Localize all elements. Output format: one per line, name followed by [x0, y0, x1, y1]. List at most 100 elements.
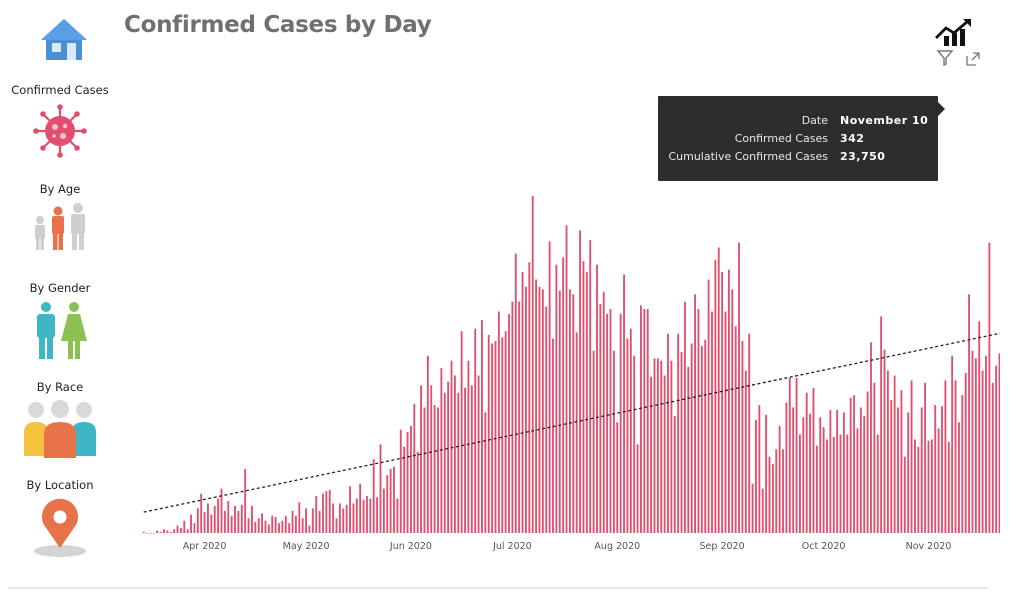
- bar[interactable]: [836, 409, 839, 533]
- bar[interactable]: [670, 360, 673, 533]
- bar[interactable]: [761, 488, 764, 533]
- bar[interactable]: [237, 510, 240, 533]
- bar[interactable]: [511, 301, 514, 533]
- bar[interactable]: [714, 259, 717, 533]
- bar[interactable]: [193, 523, 196, 533]
- bar[interactable]: [616, 422, 619, 533]
- bar[interactable]: [849, 397, 852, 533]
- bar[interactable]: [163, 529, 165, 533]
- bar[interactable]: [322, 493, 324, 533]
- bar[interactable]: [883, 349, 886, 533]
- bar[interactable]: [179, 528, 182, 533]
- bar[interactable]: [548, 241, 551, 534]
- bar[interactable]: [477, 375, 480, 533]
- bar[interactable]: [582, 261, 585, 533]
- bar[interactable]: [903, 456, 906, 533]
- bar[interactable]: [727, 269, 730, 533]
- bar[interactable]: [349, 486, 351, 533]
- bar[interactable]: [531, 195, 534, 533]
- nav-by-location[interactable]: By Location: [4, 478, 116, 558]
- bar[interactable]: [765, 414, 768, 533]
- bar[interactable]: [640, 305, 642, 533]
- bar[interactable]: [203, 512, 206, 533]
- bar[interactable]: [142, 531, 145, 533]
- bar[interactable]: [460, 331, 463, 533]
- bar[interactable]: [186, 529, 189, 533]
- bar[interactable]: [673, 416, 676, 533]
- bar[interactable]: [338, 503, 341, 533]
- bar[interactable]: [636, 444, 639, 533]
- bar[interactable]: [596, 264, 598, 533]
- bar[interactable]: [362, 499, 365, 533]
- bar[interactable]: [711, 311, 713, 534]
- bar[interactable]: [721, 272, 724, 533]
- bar[interactable]: [257, 518, 260, 533]
- bar[interactable]: [585, 272, 588, 533]
- bar[interactable]: [558, 290, 561, 533]
- bar[interactable]: [988, 242, 991, 533]
- bar[interactable]: [416, 451, 419, 533]
- bar[interactable]: [369, 498, 372, 533]
- bar[interactable]: [995, 365, 998, 533]
- bar[interactable]: [535, 279, 538, 533]
- bar[interactable]: [734, 326, 737, 533]
- bar[interactable]: [386, 475, 389, 533]
- bar[interactable]: [930, 439, 933, 533]
- bar[interactable]: [815, 445, 818, 533]
- bar[interactable]: [684, 301, 686, 533]
- bar[interactable]: [694, 294, 696, 533]
- bar[interactable]: [667, 333, 669, 533]
- bar[interactable]: [332, 503, 335, 533]
- bar[interactable]: [152, 533, 155, 534]
- bar[interactable]: [291, 510, 294, 533]
- bar[interactable]: [301, 518, 304, 533]
- bar[interactable]: [778, 425, 781, 533]
- bar[interactable]: [822, 427, 825, 533]
- bar[interactable]: [978, 321, 981, 533]
- bar[interactable]: [508, 313, 510, 533]
- bar[interactable]: [190, 514, 192, 533]
- bar[interactable]: [606, 313, 609, 533]
- bar[interactable]: [555, 264, 558, 533]
- bar[interactable]: [880, 316, 883, 533]
- bar[interactable]: [809, 413, 812, 533]
- bar[interactable]: [467, 360, 470, 533]
- bar[interactable]: [426, 355, 429, 533]
- bar[interactable]: [247, 518, 250, 533]
- bar[interactable]: [589, 240, 592, 533]
- bar[interactable]: [974, 358, 977, 533]
- bar[interactable]: [514, 253, 517, 533]
- bar[interactable]: [866, 391, 869, 533]
- bar[interactable]: [853, 395, 855, 533]
- bar[interactable]: [677, 333, 680, 533]
- bar[interactable]: [856, 428, 859, 533]
- bar[interactable]: [873, 382, 876, 533]
- bar[interactable]: [196, 508, 199, 533]
- bar[interactable]: [876, 434, 879, 533]
- bar[interactable]: [389, 469, 392, 533]
- bar[interactable]: [579, 230, 581, 533]
- bar[interactable]: [792, 407, 795, 533]
- home-icon[interactable]: [38, 16, 90, 62]
- bar[interactable]: [839, 434, 842, 533]
- bar[interactable]: [176, 525, 179, 533]
- bar[interactable]: [771, 464, 774, 533]
- bar[interactable]: [484, 412, 487, 533]
- bar[interactable]: [464, 387, 466, 533]
- bar-chart[interactable]: Apr 2020 May 2020 Jun 2020 Jul 2020 Aug 2020…: [120, 60, 1000, 560]
- bar[interactable]: [200, 493, 203, 533]
- bar[interactable]: [146, 533, 148, 534]
- bar[interactable]: [423, 407, 426, 533]
- bar[interactable]: [267, 524, 270, 533]
- bar[interactable]: [924, 382, 927, 533]
- bar[interactable]: [457, 392, 460, 533]
- bar[interactable]: [264, 520, 267, 533]
- bar[interactable]: [802, 417, 805, 533]
- bar[interactable]: [298, 502, 301, 533]
- bar[interactable]: [656, 358, 659, 533]
- bar[interactable]: [829, 409, 832, 533]
- bar[interactable]: [366, 496, 368, 533]
- focus-mode-icon[interactable]: [964, 50, 982, 68]
- bar[interactable]: [541, 289, 544, 533]
- bar[interactable]: [897, 407, 899, 533]
